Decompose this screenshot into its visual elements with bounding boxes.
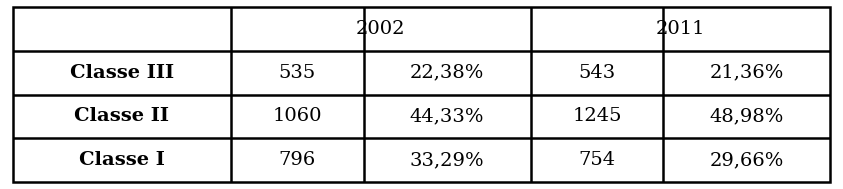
Text: 796: 796 (279, 151, 316, 169)
Text: 1060: 1060 (272, 108, 322, 125)
Text: 33,29%: 33,29% (410, 151, 485, 169)
Text: 44,33%: 44,33% (410, 108, 485, 125)
Text: Classe II: Classe II (74, 108, 169, 125)
Text: 48,98%: 48,98% (710, 108, 784, 125)
Text: 29,66%: 29,66% (710, 151, 784, 169)
Text: 2011: 2011 (656, 20, 706, 38)
Text: 2002: 2002 (356, 20, 405, 38)
Text: 21,36%: 21,36% (710, 64, 784, 81)
Text: 22,38%: 22,38% (410, 64, 485, 81)
Text: 754: 754 (578, 151, 615, 169)
Text: 535: 535 (279, 64, 316, 81)
Text: Classe III: Classe III (70, 64, 174, 81)
Text: 1245: 1245 (572, 108, 622, 125)
Text: Classe I: Classe I (79, 151, 164, 169)
Text: 543: 543 (578, 64, 615, 81)
